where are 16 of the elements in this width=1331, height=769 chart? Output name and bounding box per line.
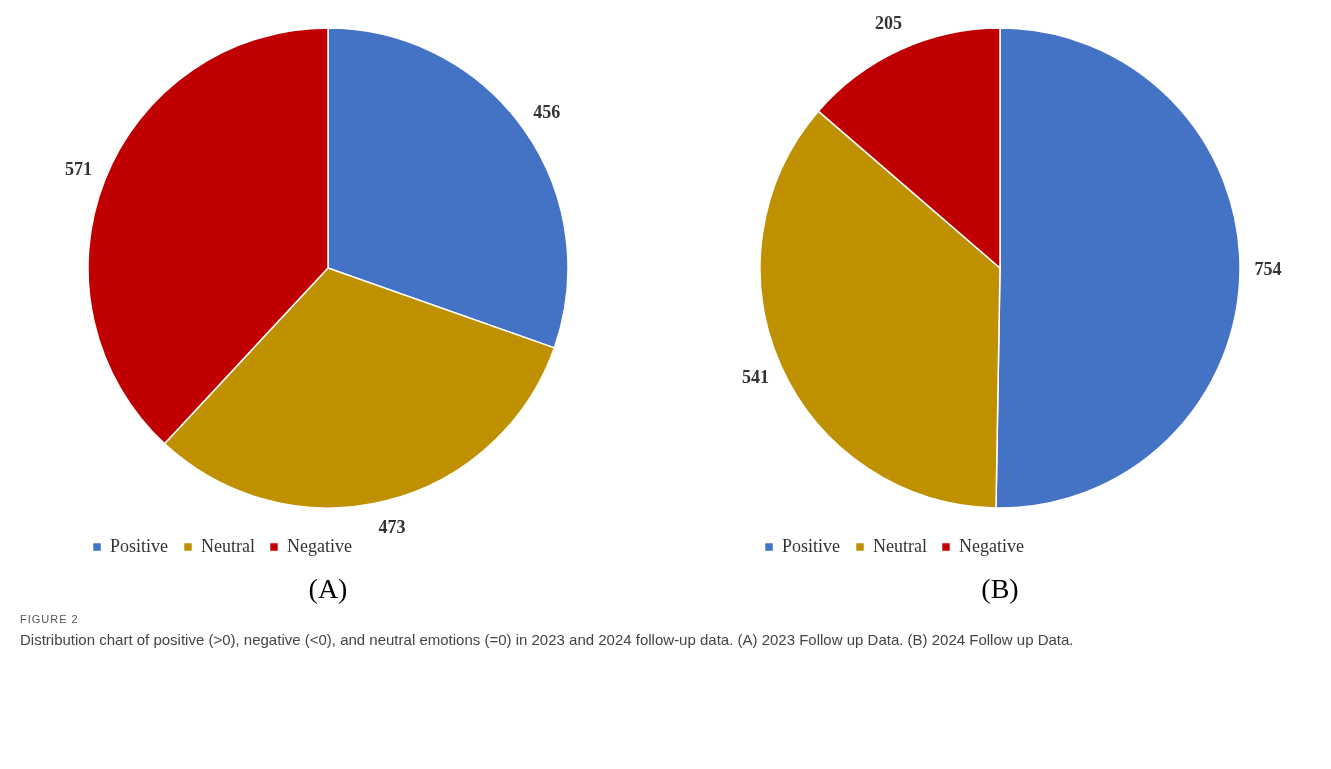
legend-label: Neutral [201, 536, 255, 556]
legend-label: Negative [959, 536, 1024, 556]
legend-label: Positive [110, 536, 169, 556]
text: Distribution chart of positive (>0), negative (<0), and neutral emotions (=0) in 2023 and 2024 follow-up data. (A) 2023 Follow up Data. (B) 2024 Follow up Data. [20, 630, 1075, 650]
legend-label: Negative [287, 536, 352, 556]
legend-label: Positive [782, 536, 841, 556]
data-label: 456 [533, 102, 561, 123]
text: (A) [308, 573, 348, 604]
data-label: 754 [1254, 259, 1282, 280]
data-label: 473 [378, 517, 406, 538]
data-label: 571 [65, 158, 93, 179]
data-label: 205 [874, 13, 902, 34]
data-label: 541 [741, 366, 769, 387]
legend-label: Neutral [873, 536, 927, 556]
caption: FIGURE 2 [20, 613, 80, 625]
text: (B) [981, 573, 1019, 604]
